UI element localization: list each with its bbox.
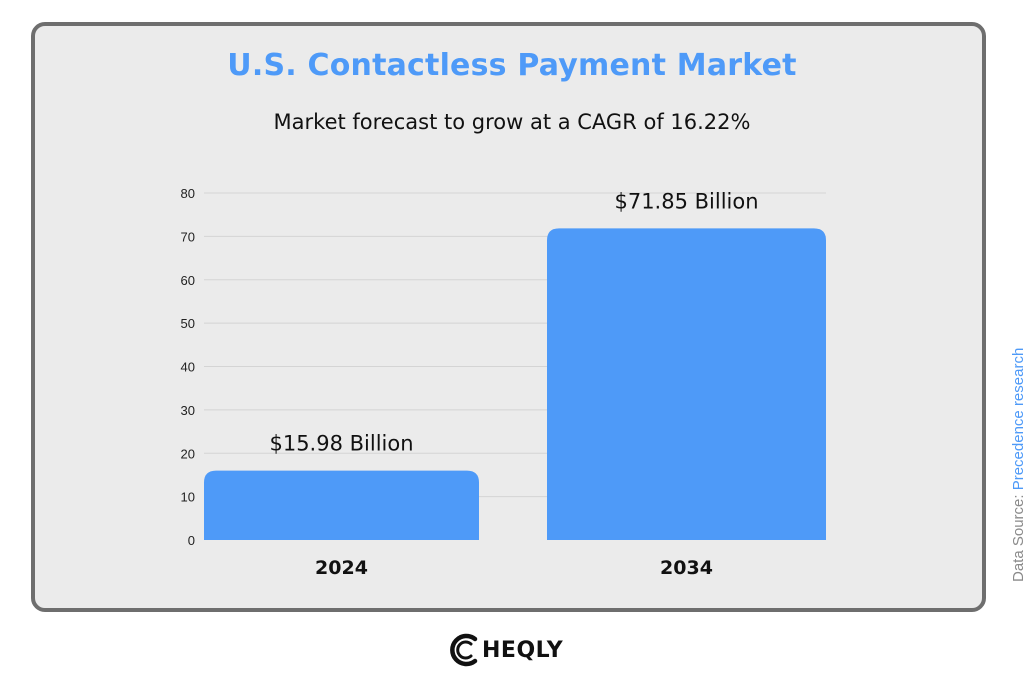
x-tick-label-2024: 2024 xyxy=(315,557,368,579)
logo-wordmark: HEQLY xyxy=(482,637,564,663)
y-tick-label-80: 80 xyxy=(181,186,195,201)
data-label-2034: $71.85 Billion xyxy=(614,189,758,213)
y-axis-ticks: 0 10 20 30 40 50 60 70 80 xyxy=(181,186,195,548)
data-source-prefix: Data Source: xyxy=(1010,494,1024,582)
chart-subtitle: Market forecast to grow at a CAGR of 16.… xyxy=(273,110,751,134)
y-tick-label-50: 50 xyxy=(181,316,195,331)
data-label-2024: $15.98 Billion xyxy=(269,432,413,456)
cheqly-c-logo-icon xyxy=(450,633,478,667)
y-tick-label-10: 10 xyxy=(181,490,195,505)
y-tick-label-0: 0 xyxy=(188,533,195,548)
data-labels: $15.98 Billion $71.85 Billion xyxy=(269,189,758,455)
y-tick-label-60: 60 xyxy=(181,273,195,288)
x-axis-ticks: 2024 2034 xyxy=(315,557,713,579)
cheqly-logo: HEQLY xyxy=(448,630,563,670)
bar-2034 xyxy=(547,228,826,540)
y-tick-label-70: 70 xyxy=(181,229,195,244)
y-tick-label-30: 30 xyxy=(181,403,195,418)
x-tick-label-2034: 2034 xyxy=(660,557,713,579)
data-source-note: Data Source: Precedence research xyxy=(1010,348,1024,582)
bars xyxy=(204,228,826,540)
y-tick-label-20: 20 xyxy=(181,446,195,461)
chart-title: U.S. Contactless Payment Market xyxy=(227,48,797,83)
y-tick-label-40: 40 xyxy=(181,360,195,375)
bar-2024 xyxy=(204,470,479,540)
chart-card xyxy=(31,22,986,612)
data-source-link[interactable]: Precedence research xyxy=(1010,347,1024,491)
